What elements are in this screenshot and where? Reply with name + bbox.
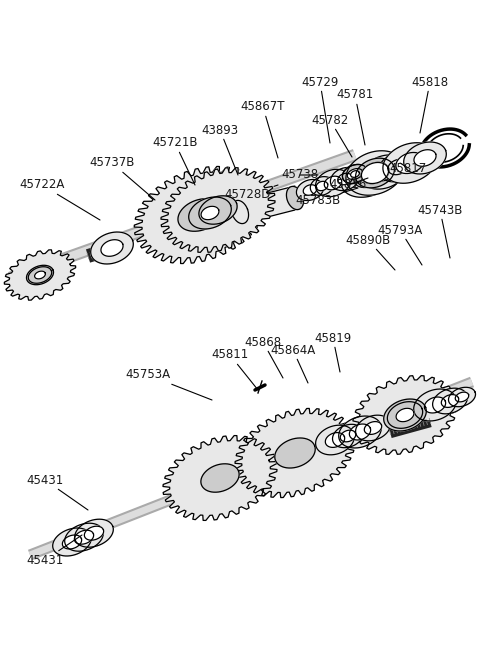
Text: 45753A: 45753A bbox=[125, 369, 212, 400]
Polygon shape bbox=[178, 198, 222, 231]
Polygon shape bbox=[341, 157, 395, 197]
Polygon shape bbox=[384, 399, 426, 431]
Polygon shape bbox=[287, 187, 303, 210]
Polygon shape bbox=[432, 388, 468, 414]
Text: 43893: 43893 bbox=[202, 124, 239, 175]
Polygon shape bbox=[342, 164, 368, 183]
Polygon shape bbox=[35, 271, 46, 279]
Polygon shape bbox=[201, 206, 219, 219]
Polygon shape bbox=[26, 265, 53, 285]
Polygon shape bbox=[4, 250, 76, 300]
Polygon shape bbox=[310, 177, 334, 195]
Text: 45890B: 45890B bbox=[346, 233, 395, 270]
Polygon shape bbox=[387, 402, 423, 428]
Text: 45782: 45782 bbox=[312, 113, 352, 157]
Polygon shape bbox=[134, 166, 266, 263]
Text: 45818: 45818 bbox=[411, 75, 449, 133]
Text: 45431: 45431 bbox=[26, 535, 82, 567]
Text: 45868: 45868 bbox=[244, 335, 283, 378]
Polygon shape bbox=[349, 424, 371, 440]
Polygon shape bbox=[74, 530, 94, 544]
Polygon shape bbox=[199, 196, 237, 224]
Text: 45819: 45819 bbox=[314, 331, 352, 372]
Text: 45781: 45781 bbox=[336, 88, 373, 145]
Polygon shape bbox=[333, 424, 363, 448]
Polygon shape bbox=[356, 158, 395, 188]
Text: 45737B: 45737B bbox=[89, 157, 155, 200]
Polygon shape bbox=[372, 163, 396, 181]
Polygon shape bbox=[240, 186, 295, 224]
Polygon shape bbox=[348, 168, 363, 179]
Polygon shape bbox=[315, 170, 350, 196]
Text: 45793A: 45793A bbox=[377, 223, 422, 265]
Polygon shape bbox=[448, 387, 476, 407]
Polygon shape bbox=[163, 436, 277, 521]
Polygon shape bbox=[297, 179, 324, 200]
Polygon shape bbox=[404, 142, 446, 174]
Polygon shape bbox=[231, 200, 249, 223]
Polygon shape bbox=[330, 168, 360, 191]
Polygon shape bbox=[62, 535, 82, 549]
Text: 45867T: 45867T bbox=[241, 100, 285, 158]
Text: 45783B: 45783B bbox=[295, 188, 358, 206]
Polygon shape bbox=[350, 171, 360, 178]
Polygon shape bbox=[339, 416, 381, 448]
Text: 45864A: 45864A bbox=[270, 343, 316, 383]
Polygon shape bbox=[383, 143, 437, 183]
Text: 45811: 45811 bbox=[211, 348, 258, 390]
Polygon shape bbox=[441, 394, 459, 407]
Text: 45721B: 45721B bbox=[152, 136, 198, 185]
Text: 45816: 45816 bbox=[329, 178, 368, 191]
Polygon shape bbox=[275, 438, 315, 468]
Polygon shape bbox=[201, 464, 239, 492]
Polygon shape bbox=[75, 519, 113, 547]
Polygon shape bbox=[53, 528, 91, 556]
Polygon shape bbox=[354, 166, 382, 187]
Text: 45728D: 45728D bbox=[225, 185, 278, 202]
Text: 45431: 45431 bbox=[26, 474, 88, 510]
Polygon shape bbox=[379, 152, 418, 182]
Text: 45817: 45817 bbox=[389, 162, 427, 174]
Polygon shape bbox=[388, 159, 408, 175]
Polygon shape bbox=[361, 162, 389, 183]
Polygon shape bbox=[303, 185, 317, 195]
Polygon shape bbox=[396, 153, 424, 174]
Polygon shape bbox=[346, 151, 404, 195]
Polygon shape bbox=[342, 164, 368, 183]
Polygon shape bbox=[189, 197, 231, 229]
Polygon shape bbox=[161, 168, 275, 252]
Polygon shape bbox=[364, 422, 382, 434]
Polygon shape bbox=[235, 409, 355, 498]
Polygon shape bbox=[338, 173, 352, 185]
Polygon shape bbox=[65, 523, 103, 552]
Text: 45743B: 45743B bbox=[417, 204, 463, 258]
Polygon shape bbox=[316, 425, 354, 455]
Text: 45738: 45738 bbox=[281, 168, 319, 181]
Polygon shape bbox=[91, 232, 133, 264]
Polygon shape bbox=[101, 240, 123, 256]
Polygon shape bbox=[353, 375, 457, 455]
Polygon shape bbox=[424, 397, 445, 413]
Polygon shape bbox=[325, 432, 345, 447]
Polygon shape bbox=[455, 392, 469, 402]
Text: 45722A: 45722A bbox=[19, 179, 100, 220]
Text: 45729: 45729 bbox=[301, 75, 339, 143]
Polygon shape bbox=[361, 162, 389, 183]
Polygon shape bbox=[324, 176, 342, 190]
Polygon shape bbox=[84, 526, 104, 540]
Polygon shape bbox=[28, 267, 52, 283]
Polygon shape bbox=[396, 408, 414, 422]
Polygon shape bbox=[414, 150, 436, 166]
Polygon shape bbox=[361, 155, 407, 189]
Polygon shape bbox=[340, 430, 356, 442]
Polygon shape bbox=[356, 415, 390, 441]
Polygon shape bbox=[414, 389, 456, 421]
Polygon shape bbox=[316, 181, 328, 191]
